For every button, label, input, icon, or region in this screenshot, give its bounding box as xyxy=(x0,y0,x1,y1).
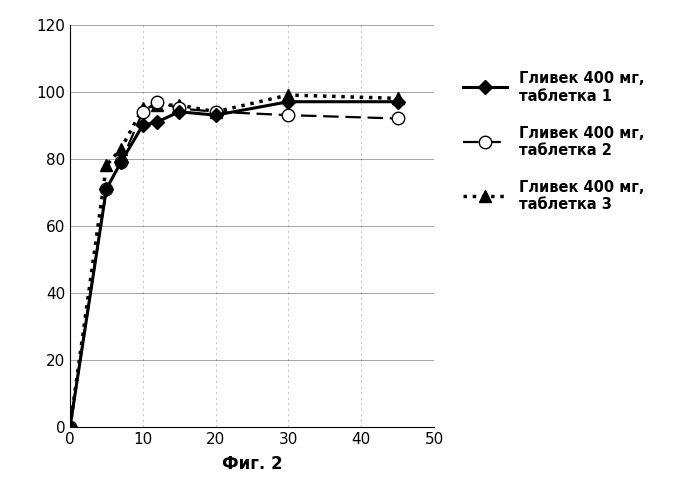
Line: Гливек 400 мг,
таблетка 2: Гливек 400 мг, таблетка 2 xyxy=(64,95,404,434)
Гливек 400 мг,
таблетка 1 xyxy=(139,122,147,128)
Гливек 400 мг,
таблетка 3 xyxy=(211,109,220,115)
Гливек 400 мг,
таблетка 3 xyxy=(117,146,125,152)
Гливек 400 мг,
таблетка 3 xyxy=(175,102,183,108)
Гливек 400 мг,
таблетка 3 xyxy=(139,106,147,111)
Гливек 400 мг,
таблетка 1 xyxy=(102,186,111,192)
Гливек 400 мг,
таблетка 1 xyxy=(211,112,220,118)
Гливек 400 мг,
таблетка 2 xyxy=(393,115,402,121)
Гливек 400 мг,
таблетка 2 xyxy=(211,109,220,115)
Гливек 400 мг,
таблетка 1 xyxy=(175,109,183,115)
Гливек 400 мг,
таблетка 1 xyxy=(153,119,162,125)
Гливек 400 мг,
таблетка 3 xyxy=(153,102,162,108)
Гливек 400 мг,
таблетка 3 xyxy=(284,92,293,98)
Гливек 400 мг,
таблетка 1 xyxy=(117,159,125,165)
Гливек 400 мг,
таблетка 2 xyxy=(153,99,162,105)
Line: Гливек 400 мг,
таблетка 1: Гливек 400 мг, таблетка 1 xyxy=(65,97,402,432)
Line: Гливек 400 мг,
таблетка 3: Гливек 400 мг, таблетка 3 xyxy=(64,89,403,433)
Гливек 400 мг,
таблетка 3 xyxy=(66,424,74,430)
Гливек 400 мг,
таблетка 2 xyxy=(175,106,183,111)
X-axis label: Фиг. 2: Фиг. 2 xyxy=(222,455,282,473)
Legend: Гливек 400 мг,
таблетка 1, Гливек 400 мг,
таблетка 2, Гливек 400 мг,
таблетка 3: Гливек 400 мг, таблетка 1, Гливек 400 мг… xyxy=(456,64,652,219)
Гливек 400 мг,
таблетка 1 xyxy=(393,99,402,105)
Гливек 400 мг,
таблетка 3 xyxy=(102,163,111,168)
Гливек 400 мг,
таблетка 2 xyxy=(66,424,74,430)
Гливек 400 мг,
таблетка 3 xyxy=(393,95,402,101)
Гливек 400 мг,
таблетка 2 xyxy=(284,112,293,118)
Гливек 400 мг,
таблетка 1 xyxy=(66,424,74,430)
Гливек 400 мг,
таблетка 2 xyxy=(139,109,147,115)
Гливек 400 мг,
таблетка 1 xyxy=(284,99,293,105)
Гливек 400 мг,
таблетка 2 xyxy=(117,159,125,165)
Гливек 400 мг,
таблетка 2 xyxy=(102,186,111,192)
